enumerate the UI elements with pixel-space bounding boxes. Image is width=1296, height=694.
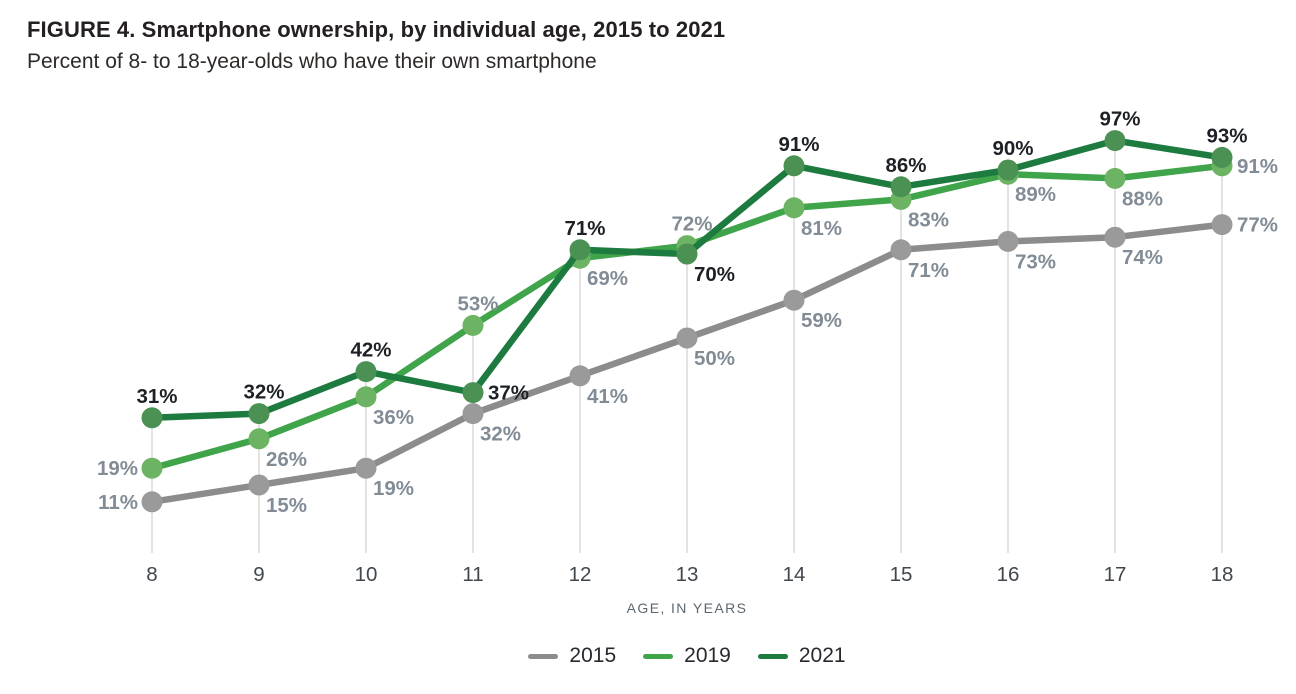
legend-dash-icon [528, 653, 559, 659]
data-point-2019 [141, 457, 163, 479]
value-label-2015: 77% [1237, 214, 1278, 237]
data-point-2021 [1211, 146, 1233, 168]
x-tick-label: 16 [997, 563, 1020, 586]
value-label-2021: 91% [778, 133, 819, 156]
value-label-2021: 97% [1099, 108, 1140, 131]
data-point-2015 [783, 289, 805, 311]
value-label-2015: 32% [480, 423, 521, 446]
data-point-2021 [355, 361, 377, 383]
value-label-2021: 86% [885, 154, 926, 177]
value-label-2019: 36% [373, 406, 414, 429]
data-point-2021 [462, 382, 484, 404]
data-point-2015 [1104, 226, 1126, 248]
value-label-2015: 59% [801, 309, 842, 332]
legend-label: 2019 [684, 644, 731, 667]
value-label-2019: 26% [266, 448, 307, 471]
value-label-2015: 19% [373, 477, 414, 500]
legend-dash-icon [757, 653, 788, 659]
legend-item-2021: 2021 [757, 644, 846, 668]
value-label-2019: 89% [1015, 183, 1056, 206]
x-tick-label: 14 [783, 563, 806, 586]
value-label-2015: 15% [266, 494, 307, 517]
figure-title: FIGURE 4. Smartphone ownership, by indiv… [27, 17, 726, 42]
value-label-2015: 41% [587, 385, 628, 408]
data-point-2019 [355, 386, 377, 408]
value-label-2019: 69% [587, 267, 628, 290]
data-point-2015 [569, 365, 591, 387]
figure-subtitle: Percent of 8- to 18-year-olds who have t… [27, 50, 597, 73]
x-axis-title: AGE, IN YEARS [626, 600, 748, 616]
data-point-2019 [783, 197, 805, 219]
data-point-2015 [355, 457, 377, 479]
value-label-2019: 19% [97, 457, 138, 480]
legend-item-2019: 2019 [643, 644, 731, 668]
data-point-2015 [462, 403, 484, 425]
data-point-2021 [1104, 130, 1126, 152]
value-label-2019: 88% [1122, 187, 1163, 210]
value-label-2021: 37% [488, 382, 529, 405]
chart-legend: 2015 2019 2021 [152, 644, 1222, 668]
value-label-2021: 31% [136, 385, 177, 408]
value-label-2019: 83% [908, 208, 949, 231]
value-label-2015: 73% [1015, 250, 1056, 273]
value-label-2021: 90% [992, 137, 1033, 160]
x-tick-label: 17 [1104, 563, 1127, 586]
x-tick-label: 18 [1211, 563, 1234, 586]
data-point-2021 [569, 239, 591, 261]
value-label-2019: 53% [457, 292, 498, 315]
data-point-2015 [248, 474, 270, 496]
data-point-2015 [1211, 214, 1233, 236]
legend-item-2015: 2015 [528, 644, 616, 668]
x-tick-label: 15 [890, 563, 913, 586]
data-point-2021 [997, 159, 1019, 181]
x-tick-label: 9 [253, 563, 264, 586]
smartphone-ownership-line-chart: 11% 15% 19% 32% 41% 50% 59% 71% 73% 74% 77% 19% 26% 3… [97, 108, 1278, 586]
value-label-2019: 72% [671, 213, 712, 236]
x-tick-label: 10 [355, 563, 378, 586]
value-label-2019: 81% [801, 217, 842, 240]
data-point-2021 [248, 403, 270, 425]
x-tick-label: 11 [462, 563, 483, 586]
data-point-2019 [462, 314, 484, 336]
data-point-2021 [676, 243, 698, 265]
value-label-2015: 11% [98, 491, 138, 514]
value-label-2019: 91% [1237, 155, 1278, 178]
data-point-2019 [1104, 167, 1126, 189]
value-label-2015: 50% [694, 347, 735, 370]
data-point-2015 [676, 327, 698, 349]
value-label-2021: 70% [694, 263, 735, 286]
value-label-2021: 42% [350, 339, 391, 362]
x-tick-label: 12 [569, 563, 592, 586]
legend-label: 2021 [798, 644, 846, 667]
data-point-2015 [997, 230, 1019, 252]
data-point-2015 [890, 239, 912, 261]
legend-label: 2015 [569, 644, 617, 667]
x-tick-label: 8 [146, 563, 157, 586]
data-point-2021 [890, 176, 912, 198]
x-tick-label: 13 [676, 563, 699, 586]
legend-dash-icon [643, 653, 674, 659]
data-point-2021 [141, 407, 163, 429]
value-label-2021: 71% [564, 217, 605, 240]
data-point-2019 [248, 428, 270, 450]
value-label-2015: 74% [1122, 246, 1163, 269]
value-label-2015: 71% [908, 259, 949, 282]
data-point-2015 [141, 491, 163, 513]
data-point-2021 [783, 155, 805, 177]
value-label-2021: 32% [243, 381, 284, 404]
value-label-2021: 93% [1206, 124, 1247, 147]
